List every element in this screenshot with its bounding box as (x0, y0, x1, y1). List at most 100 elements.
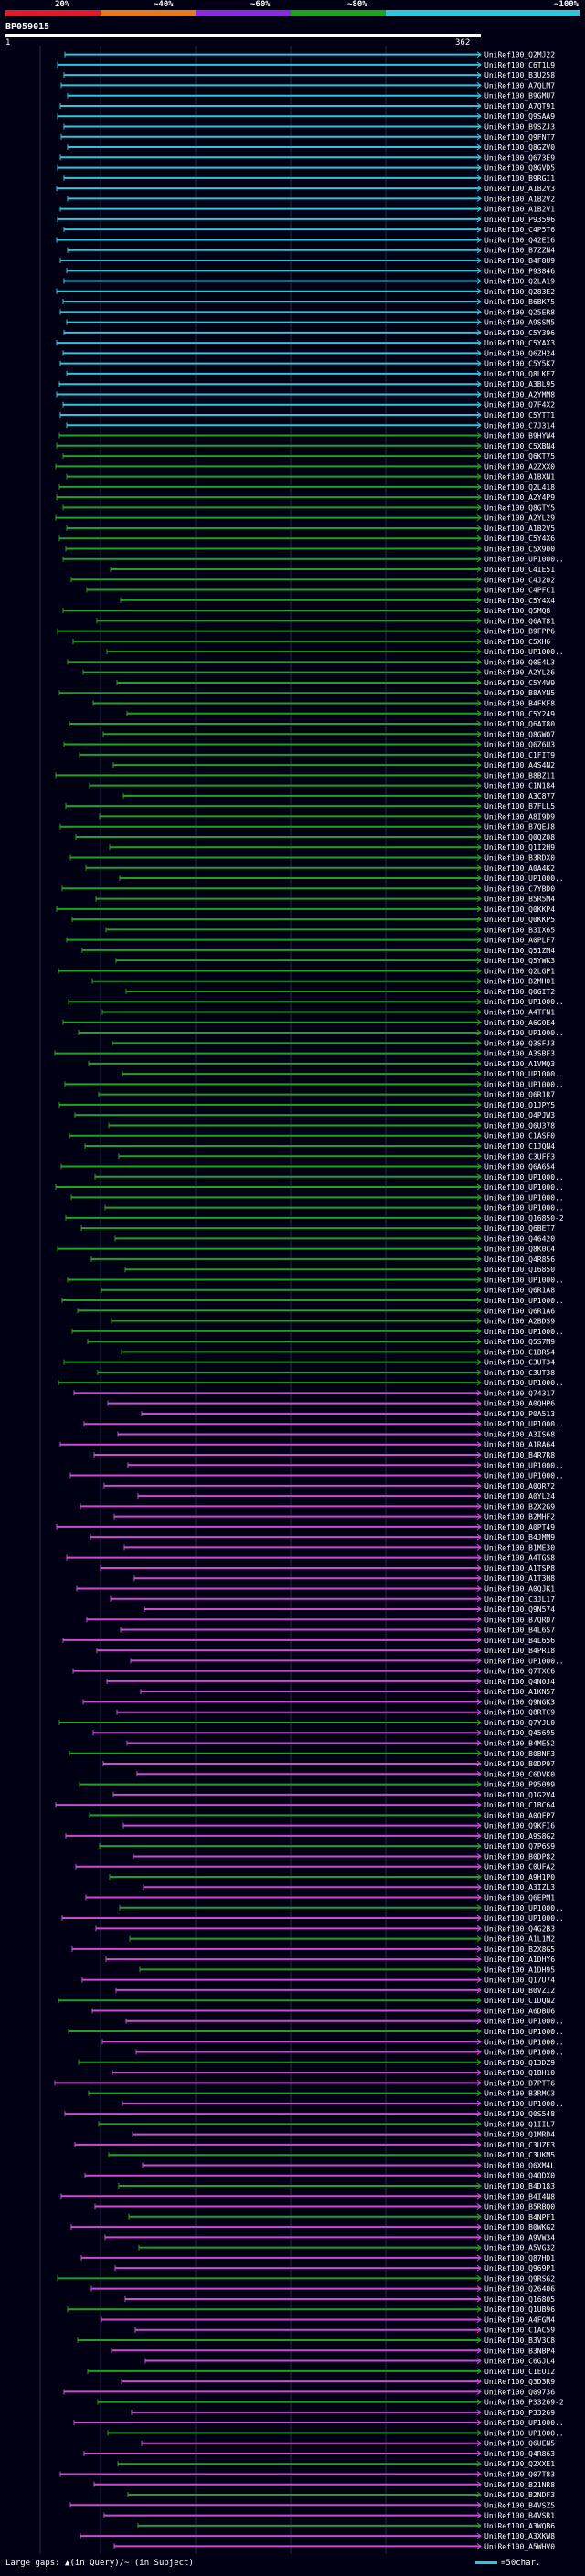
hit-end-arrow (476, 2121, 482, 2127)
hit-end-arrow (476, 298, 482, 305)
hit-end-arrow (476, 1750, 482, 1757)
hit-end-arrow (476, 411, 482, 419)
hit-end-arrow (476, 1709, 482, 1716)
hit-row: UniRef100_C3UZE3 (74, 2141, 555, 2149)
hit-row: UniRef100_B3RMC3 (88, 2090, 555, 2098)
hit-label: UniRef100_C1DQN2 (484, 1997, 555, 2005)
legend-bar-red (5, 10, 101, 16)
hit-label: UniRef100_A1B2V3 (484, 185, 555, 193)
hit-end-arrow (476, 1832, 482, 1839)
hit-row: UniRef100_C1DQN2 (58, 1997, 555, 2005)
hit-end-arrow (476, 452, 482, 460)
hit-label: UniRef100_UP1000.. (484, 1029, 564, 1037)
hit-row: UniRef100_A7QLM7 (60, 81, 555, 90)
hit-end-arrow (476, 514, 482, 522)
hit-row: UniRef100_C4PFC1 (86, 587, 555, 595)
hit-row: UniRef100_Q6AT81 (96, 617, 555, 625)
hit-label: UniRef100_B2NDF3 (484, 2491, 555, 2499)
hit-label: UniRef100_C6T1L9 (484, 61, 555, 69)
hit-row: UniRef100_B4JMM9 (90, 1533, 555, 1542)
hit-row: UniRef100_Q2LA19 (63, 278, 555, 286)
hit-row: UniRef100_Q3D3R9 (121, 2378, 555, 2386)
hit-end-arrow (476, 1544, 482, 1551)
hit-end-arrow (476, 1287, 482, 1294)
hit-end-arrow (476, 1009, 482, 1015)
hit-label: UniRef100_Q5YWK3 (484, 957, 555, 965)
hit-end-arrow (476, 2244, 482, 2252)
hit-label: UniRef100_B4PR18 (484, 1647, 555, 1655)
hit-end-arrow (476, 216, 482, 223)
hit-end-arrow (476, 628, 482, 635)
hit-label: UniRef100_A6DBU6 (484, 2007, 555, 2015)
hit-row: UniRef100_Q26406 (90, 2285, 555, 2294)
hit-row: UniRef100_UP1000.. (61, 1914, 564, 1923)
hit-label: UniRef100_Q6AT81 (484, 617, 555, 625)
hit-row: UniRef100_Q6Z6U3 (63, 741, 555, 749)
hit-label: UniRef100_C1ASF0 (484, 1132, 555, 1140)
hit-label: UniRef100_C7YBD0 (484, 885, 555, 893)
hit-row: UniRef100_C5Y5K7 (59, 360, 555, 368)
hit-row: UniRef100_Q6UEN5 (141, 2440, 555, 2448)
hit-label: UniRef100_B7FLL5 (484, 802, 555, 811)
hit-end-arrow (476, 1502, 482, 1510)
hit-end-arrow (476, 2192, 482, 2200)
hit-label: UniRef100_Q6Z6U3 (484, 741, 555, 749)
hit-row: UniRef100_C6DVK0 (136, 1770, 555, 1778)
hit-end-arrow (476, 1627, 482, 1633)
hit-label: UniRef100_C3UFF3 (484, 1152, 555, 1161)
hit-label: UniRef100_Q8RTC9 (484, 1709, 555, 1717)
hit-end-arrow (476, 1472, 482, 1479)
hit-label: UniRef100_C1AC59 (484, 2327, 555, 2335)
hit-row: UniRef100_A9SSM5 (66, 319, 555, 327)
hit-row: UniRef100_Q07T83 (59, 2470, 555, 2478)
hit-row: UniRef100_Q9RSG2 (57, 2274, 555, 2283)
hit-end-arrow (476, 349, 482, 356)
hit-label: UniRef100_C1FIT9 (484, 751, 555, 759)
hit-end-arrow (476, 267, 482, 274)
hit-label: UniRef100_Q9NGK3 (484, 1698, 555, 1706)
hit-end-arrow (476, 1873, 482, 1881)
hit-row: UniRef100_B3U258 (63, 71, 555, 80)
hit-end-arrow (476, 525, 482, 532)
hit-end-arrow (476, 1781, 482, 1787)
hit-row: UniRef100_C3UT34 (63, 1359, 555, 1367)
hit-label: UniRef100_A2ZXX0 (484, 462, 555, 471)
hit-label: UniRef100_Q1MRD4 (484, 2131, 555, 2139)
hit-end-arrow (476, 1842, 482, 1850)
hit-row: UniRef100_A1KN57 (140, 1688, 555, 1696)
hit-end-arrow (476, 1513, 482, 1521)
hit-label: UniRef100_UP1000.. (484, 2049, 564, 2057)
hit-end-arrow (476, 2460, 482, 2467)
hit-label: UniRef100_Q6KT75 (484, 452, 555, 461)
hit-row: UniRef100_B0DP82 (133, 1852, 555, 1860)
hit-end-arrow (476, 741, 482, 747)
hit-end-arrow (476, 638, 482, 645)
legend-bar-purple (196, 10, 291, 16)
hit-row: UniRef100_Q8K0C4 (57, 1246, 555, 1254)
hit-row: UniRef100_B9FPP6 (57, 628, 555, 636)
hit-label: UniRef100_A2YL26 (484, 669, 555, 677)
hit-row: UniRef100_UP1000.. (68, 2028, 564, 2036)
hit-end-arrow (476, 576, 482, 583)
hit-row: UniRef100_Q0KKP5 (71, 916, 555, 924)
hit-label: UniRef100_B4F8U9 (484, 257, 555, 265)
hit-end-arrow (476, 175, 482, 182)
hit-label: UniRef100_B2X8G5 (484, 1945, 555, 1954)
hit-row: UniRef100_Q6A654 (60, 1163, 555, 1171)
hit-label: UniRef100_B7QRD7 (484, 1616, 555, 1624)
hit-label: UniRef100_Q8GWO7 (484, 730, 555, 738)
hit-end-arrow (476, 2059, 482, 2066)
scale-legend: =50char. (475, 2559, 540, 2568)
hit-end-arrow (476, 1122, 482, 1129)
hit-row: UniRef100_Q1UB96 (67, 2306, 555, 2314)
hit-label: UniRef100_C6GJL4 (484, 2358, 555, 2366)
hit-end-arrow (476, 1132, 482, 1140)
hit-label: UniRef100_Q283E2 (484, 288, 555, 296)
hit-row: UniRef100_UP1000.. (58, 1379, 564, 1387)
hit-row: UniRef100_Q74317 (73, 1389, 555, 1397)
hit-label: UniRef100_B3IX65 (484, 926, 555, 934)
hit-label: UniRef100_Q16805 (484, 2295, 555, 2304)
legend-20-label: 20% (55, 0, 70, 9)
hit-row: UniRef100_C1JQN4 (84, 1142, 555, 1150)
hit-row: UniRef100_A1TSP8 (100, 1564, 555, 1573)
